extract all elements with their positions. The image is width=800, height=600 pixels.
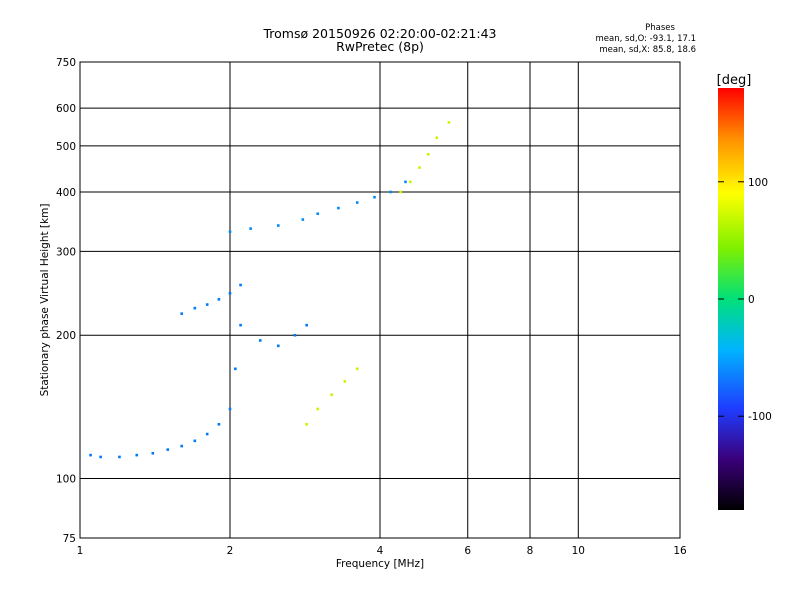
- data-point: [330, 393, 334, 397]
- x-tick-label: 10: [572, 545, 585, 557]
- phases-x-stats: mean, sd,X: 85.8, 18.6: [599, 45, 696, 55]
- data-point: [135, 453, 139, 457]
- data-point: [89, 453, 92, 457]
- colorbar: [deg] 100 0 -100: [717, 73, 772, 510]
- data-point: [151, 451, 155, 455]
- data-point: [228, 407, 232, 411]
- data-point: [301, 218, 305, 221]
- data-point: [205, 303, 209, 306]
- grid-lines: [80, 62, 680, 538]
- data-point: [316, 407, 320, 411]
- data-point: [118, 455, 121, 459]
- x-tick-label: 4: [377, 545, 384, 557]
- data-point: [99, 455, 102, 459]
- data-point: [249, 227, 252, 230]
- colorbar-ticks: 100 0 -100: [718, 177, 772, 423]
- data-point: [389, 190, 392, 194]
- y-tick-label: 100: [56, 474, 76, 486]
- y-tick-label: 500: [56, 141, 76, 153]
- y-tick-label: 75: [63, 533, 76, 545]
- data-point: [228, 230, 232, 234]
- data-point: [166, 448, 170, 451]
- phases-o-stats: mean, sd,O: -93.1, 17.1: [596, 34, 696, 44]
- data-points: [89, 121, 451, 459]
- data-point: [180, 444, 184, 448]
- x-tick-label: 16: [673, 545, 687, 557]
- data-point: [404, 180, 407, 184]
- data-point: [355, 367, 359, 371]
- x-axis-label: Frequency [MHz]: [336, 558, 424, 570]
- phases-title: Phases: [645, 23, 675, 33]
- data-point: [217, 297, 221, 301]
- data-point: [293, 333, 297, 337]
- y-tick-label: 200: [56, 330, 76, 342]
- x-ticks: 1 2 4 6 8 10 16: [77, 545, 687, 557]
- data-point: [426, 152, 430, 156]
- data-point: [343, 380, 347, 383]
- y-ticks: 75 100 200 300 400 500 600 750: [56, 57, 76, 545]
- colorbar-tick-label: 0: [748, 294, 755, 306]
- chart-title: Tromsø 20150926 02:20:00-02:21:43: [262, 26, 496, 41]
- chart-subtitle: RwPretec (8p): [336, 39, 424, 54]
- y-tick-label: 300: [56, 246, 76, 258]
- data-point: [239, 283, 242, 287]
- data-point: [399, 190, 402, 194]
- data-point: [418, 166, 421, 169]
- data-point: [355, 201, 359, 204]
- data-point: [316, 212, 320, 216]
- y-axis-label: Stationary phase Virtual Height [km]: [39, 204, 51, 397]
- y-tick-label: 750: [56, 57, 76, 69]
- data-point: [305, 422, 308, 426]
- data-point: [276, 344, 280, 348]
- data-point: [408, 180, 412, 184]
- data-point: [305, 323, 308, 327]
- data-point: [239, 323, 242, 327]
- colorbar-tick-label: -100: [748, 411, 772, 423]
- data-point: [447, 121, 451, 124]
- x-tick-label: 2: [227, 545, 234, 557]
- x-tick-label: 1: [77, 545, 84, 557]
- data-point: [180, 312, 184, 315]
- data-point: [234, 367, 237, 371]
- data-point: [435, 136, 439, 140]
- data-point: [193, 306, 197, 310]
- data-point: [228, 291, 232, 295]
- y-tick-label: 400: [56, 187, 76, 199]
- colorbar-tick-label: 100: [748, 177, 768, 189]
- plot-area: 1 2 4 6 8 10 16 75 100 200 300 400 500 600 750: [56, 57, 687, 557]
- x-tick-label: 8: [527, 545, 534, 557]
- data-point: [276, 224, 280, 227]
- data-point: [258, 339, 262, 342]
- x-tick-label: 6: [464, 545, 471, 557]
- colorbar-label: [deg]: [717, 73, 752, 88]
- data-point: [217, 422, 221, 426]
- y-tick-label: 600: [56, 103, 76, 115]
- data-point: [337, 206, 340, 210]
- data-point: [205, 432, 209, 436]
- data-point: [373, 195, 376, 199]
- data-point: [193, 439, 197, 443]
